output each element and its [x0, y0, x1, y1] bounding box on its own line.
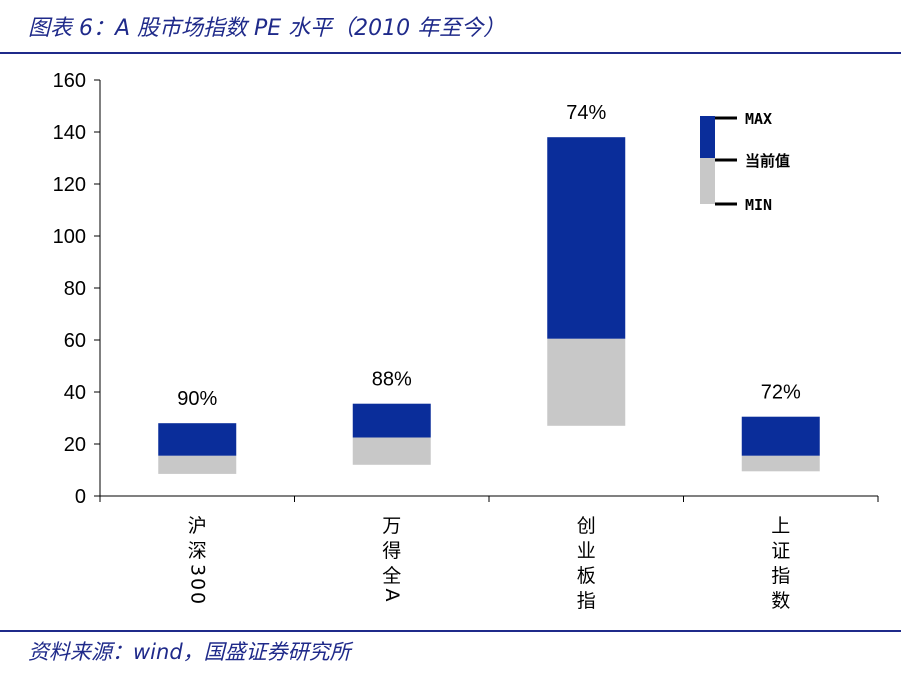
percentile-label: 88%: [372, 369, 412, 391]
category-label: 得: [382, 540, 401, 562]
y-tick-label: 100: [53, 226, 86, 248]
bar-upper-segment: [547, 137, 626, 339]
category-label: A: [381, 589, 403, 602]
y-tick-label: 80: [64, 278, 86, 300]
chart-axes: 0 20 40 60 80 100 120 140 160: [53, 70, 879, 508]
bar-upper-segment: [741, 416, 820, 456]
percentile-label: 72%: [761, 382, 801, 404]
y-tick-label: 120: [53, 174, 86, 196]
source-note: 资料来源：wind，国盛证券研究所: [28, 640, 351, 664]
bar-lower-segment: [158, 455, 237, 474]
y-tick-label: 160: [53, 70, 86, 92]
bar-lower-segment: [741, 455, 820, 472]
category-label: 上: [771, 515, 790, 537]
category-label: 创: [577, 515, 596, 537]
category-label: 全: [382, 565, 401, 587]
category-label: 指: [577, 590, 596, 612]
bar-lower-segment: [352, 437, 431, 465]
category-label: 深: [188, 540, 207, 562]
legend-label: 当前值: [745, 152, 790, 170]
title-divider: [0, 52, 901, 54]
percentile-label: 90%: [177, 388, 217, 410]
percentile-label: 74%: [566, 102, 606, 124]
y-tick-label: 0: [75, 486, 86, 508]
y-tick-label: 20: [64, 434, 86, 456]
legend-upper-swatch: [700, 116, 715, 158]
category-label: 证: [771, 540, 790, 562]
figure-title: 图表 6：A 股市场指数 PE 水平（2010 年至今）: [28, 16, 506, 41]
chart-bars: [158, 137, 820, 474]
chart-legend: MAX 当前值 MIN: [700, 110, 790, 214]
category-label: 0: [186, 578, 208, 590]
category-label: 0: [186, 592, 208, 604]
category-label: 沪: [188, 515, 207, 537]
category-label: 板: [577, 565, 596, 587]
bar-upper-segment: [158, 423, 237, 456]
legend-lower-swatch: [700, 158, 715, 204]
y-tick-label: 140: [53, 122, 86, 144]
category-label: 3: [186, 564, 208, 576]
category-label: 数: [771, 590, 790, 612]
legend-label: MIN: [745, 196, 772, 214]
bar-upper-segment: [352, 403, 431, 438]
legend-label: MAX: [745, 110, 772, 128]
category-label: 业: [577, 540, 596, 562]
bar-lower-segment: [547, 338, 626, 426]
y-tick-label: 40: [64, 382, 86, 404]
source-divider: [0, 630, 901, 632]
category-label: 指: [771, 565, 790, 587]
y-tick-label: 60: [64, 330, 86, 352]
category-label: 万: [382, 515, 401, 537]
